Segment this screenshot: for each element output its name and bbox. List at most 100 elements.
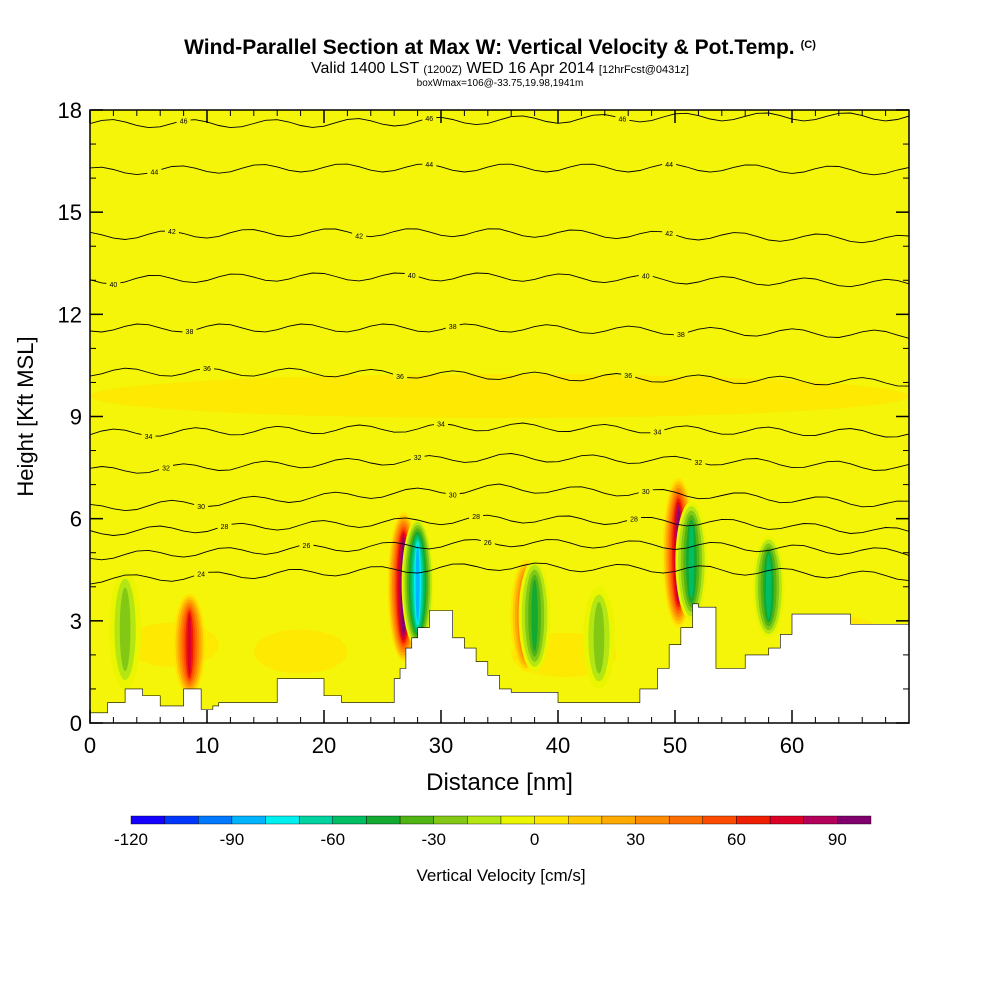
contour-label-bg: [662, 159, 677, 168]
terrain-mask: [89, 603, 910, 724]
y-tick-label: 15: [58, 200, 82, 225]
colorbar-swatch: [399, 815, 434, 825]
colorbar-swatch: [164, 815, 199, 825]
theta-contour-34: [90, 422, 909, 438]
colorbar-tick-label: -30: [421, 830, 446, 849]
contour-label: 46: [425, 116, 433, 123]
contour-label: 34: [437, 422, 445, 429]
y-tick-label: 6: [70, 507, 82, 532]
velocity-cell-6: [675, 501, 708, 621]
contour-label-bg: [662, 229, 677, 238]
velocity-cell-8: [109, 569, 142, 689]
contour-label-bg: [422, 160, 437, 169]
colorbar-swatch: [736, 815, 771, 825]
contour-label-bg: [673, 329, 688, 338]
contour-label: 32: [414, 455, 422, 462]
contour-label: 42: [355, 233, 363, 240]
contour-label: 30: [642, 489, 650, 496]
x-tick-label: 20: [312, 733, 336, 758]
colorbar-swatch: [433, 815, 468, 825]
contour-label-bg: [615, 114, 630, 123]
y-axis-label: Height [Kft MSL]: [13, 336, 38, 496]
y-tick-label: 12: [58, 302, 82, 327]
theta-contour-42: [90, 228, 909, 244]
field-patch-1: [253, 629, 348, 674]
colorbar-swatch: [568, 815, 603, 825]
contour-label-bg: [393, 372, 408, 381]
contour-label: 28: [472, 514, 480, 521]
x-axis-label: Distance [nm]: [426, 769, 573, 796]
theta-contour-26: [90, 539, 909, 561]
contour-label-bg: [217, 521, 232, 530]
contour-label-bg: [410, 453, 425, 462]
contour-label: 40: [408, 273, 416, 280]
contour-label: 26: [303, 543, 311, 550]
contour-label: 44: [150, 170, 158, 177]
velocity-cell-4: [518, 559, 551, 672]
contour-label: 36: [396, 374, 404, 381]
x-tick-label: 40: [546, 733, 570, 758]
contour-label-bg: [141, 432, 156, 441]
contour-label-bg: [147, 167, 162, 176]
contour-label: 36: [203, 366, 211, 373]
colorbar-swatch: [500, 815, 535, 825]
contour-label: 28: [630, 517, 638, 524]
contour-label: 44: [665, 162, 673, 169]
contour-label-bg: [469, 512, 484, 521]
theta-contour-32: [90, 453, 909, 474]
contour-label: 30: [449, 492, 457, 499]
colorbar-swatch: [265, 815, 300, 825]
terrain-profile: [89, 603, 910, 724]
velocity-band: [688, 523, 695, 599]
contour-label-bg: [480, 537, 495, 546]
contour-label: 26: [484, 540, 492, 547]
theta-contours: 46 46 46 44 44 44 42 42 42 40 40 40 38 38 38 36 36 36 34 34…: [90, 112, 909, 585]
contour-label-bg: [434, 419, 448, 428]
contour-label-bg: [352, 231, 367, 240]
contour-label: 34: [654, 430, 662, 437]
velocity-cell-7: [752, 535, 785, 638]
contour-label-bg: [422, 114, 437, 123]
contour-label-bg: [159, 463, 174, 472]
contour-label-bg: [164, 226, 179, 235]
colorbar-tick-label: 0: [530, 830, 539, 849]
colorbar-tick-label: 30: [626, 830, 645, 849]
colorbar-tick-label: -60: [321, 830, 346, 849]
colorbar-swatch: [198, 815, 233, 825]
contour-label: 44: [425, 162, 433, 169]
contour-label: 38: [449, 324, 457, 331]
theta-contour-36: [90, 367, 909, 387]
contour-label-bg: [182, 327, 197, 336]
box-info: boxWmax=106@-33.75,19.98,1941m: [416, 78, 584, 89]
contour-label-bg: [638, 486, 653, 495]
theta-contour-30: [90, 483, 909, 512]
colorbar-swatch: [298, 815, 334, 825]
colorbar-swatch: [130, 815, 165, 825]
colorbar-swatch: [803, 815, 838, 825]
contour-label: 34: [145, 434, 153, 441]
valid-date: WED 16 Apr 2014: [466, 60, 595, 77]
contour-label-bg: [650, 427, 665, 436]
theta-contour-24: [90, 562, 909, 585]
velocity-band: [593, 602, 605, 674]
x-tick-label: 0: [84, 733, 96, 758]
theta-contour-46: [90, 112, 909, 129]
y-tick-label: 3: [70, 609, 82, 634]
velocity-band: [531, 579, 538, 652]
x-tick-label: 30: [429, 733, 453, 758]
valid-time: Valid 1400 LST (1200Z) WED 16 Apr 2014 […: [0, 60, 1000, 78]
colorbar-swatch: [366, 815, 401, 825]
theta-contour-40: [90, 272, 909, 288]
contour-label-bg: [194, 501, 209, 510]
chart-title: Wind-Parallel Section at Max W: Vertical…: [0, 36, 1000, 60]
contour-label: 46: [180, 118, 188, 125]
copyright-mark: (C): [800, 39, 816, 51]
x-tick-label: 60: [780, 733, 804, 758]
colorbar-swatch: [231, 815, 266, 825]
colorbar-swatch: [769, 815, 804, 825]
contour-label: 46: [618, 117, 626, 124]
velocity-band: [187, 613, 192, 676]
contour-label-bg: [627, 514, 642, 523]
